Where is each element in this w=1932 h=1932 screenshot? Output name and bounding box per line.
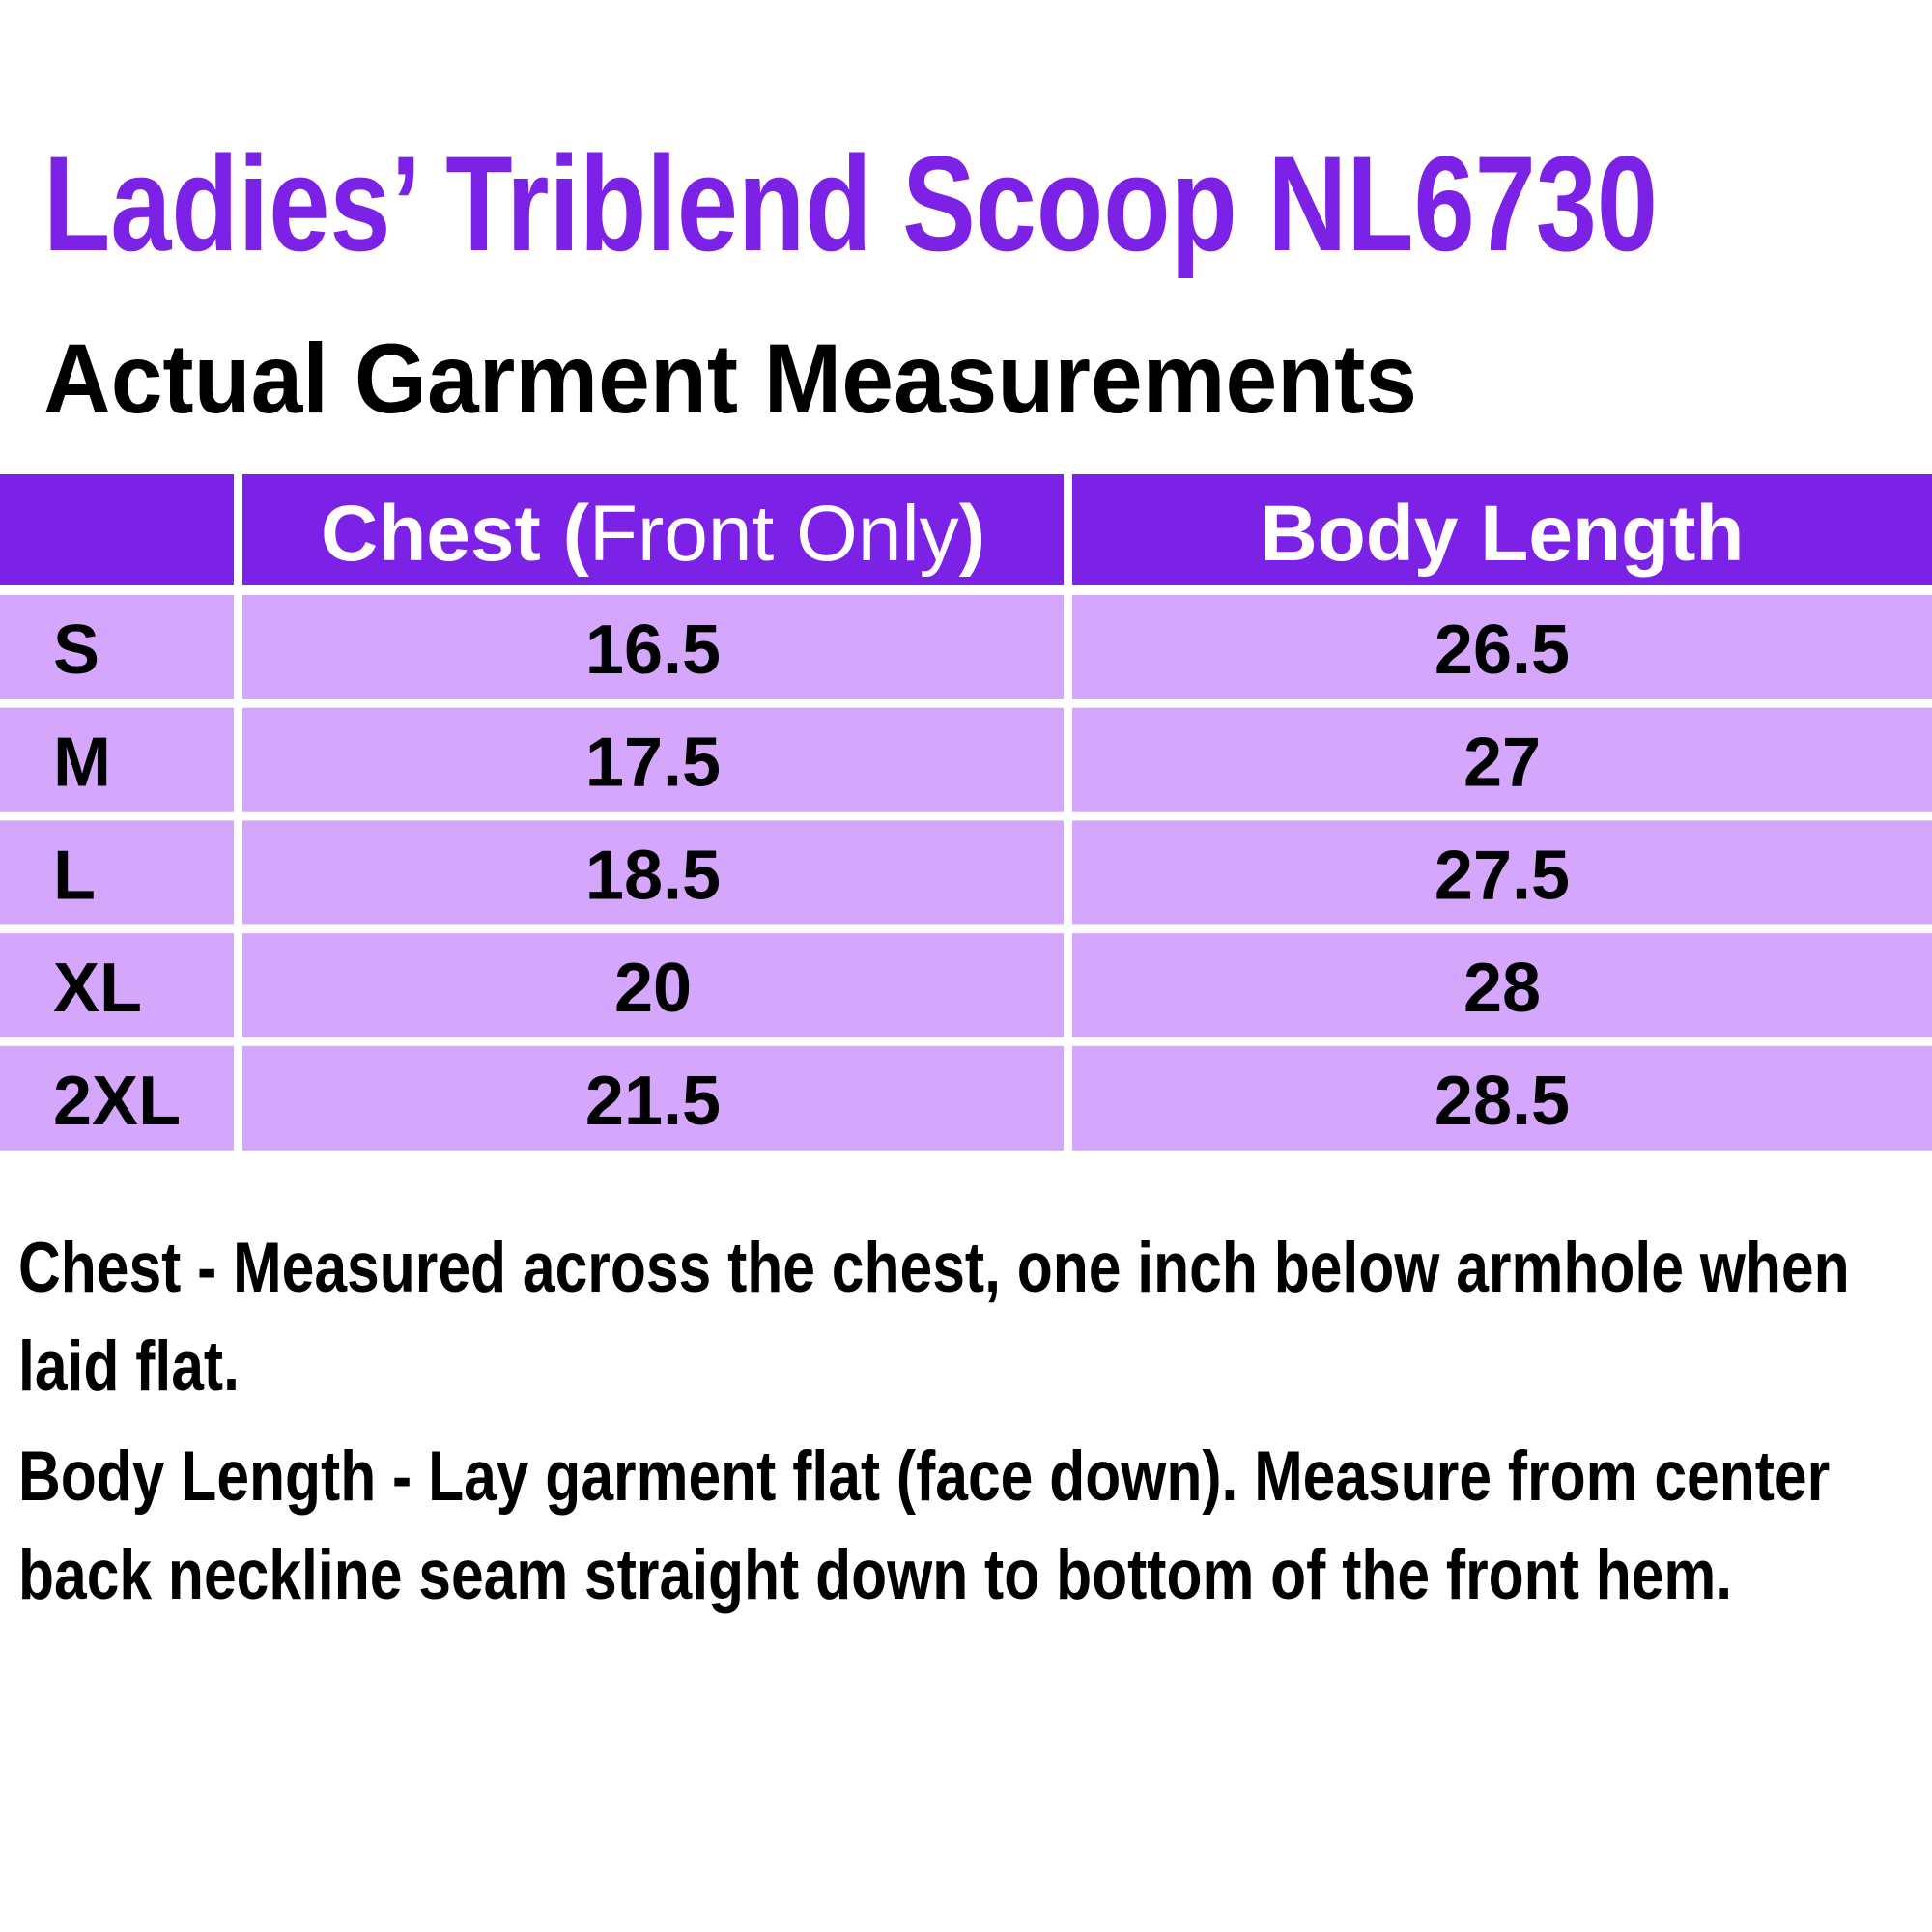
measurement: 27 [1463,724,1541,802]
measurement: 17.5 [585,724,721,802]
table-cell [1072,595,1932,699]
table-cell [242,707,1064,812]
table-cell [1072,933,1932,1038]
subtitle: Actual Garment Measurements [43,324,1417,434]
table-cell [0,595,234,699]
header-cell [0,474,234,585]
table-cell [0,1045,234,1151]
table-cell [242,595,1064,699]
table-cell [0,707,234,812]
measurement: 21.5 [585,1063,721,1140]
table-cell [1072,820,1932,925]
table-cell [242,1045,1064,1151]
table-cell [1072,1045,1932,1151]
title: Ladies’ Triblend Scoop NL6730 [43,128,1658,279]
column-header-part: ) [959,490,985,578]
column-header-part: Front Only [589,490,959,578]
measurement: 16.5 [585,611,721,689]
column-header: Chest (Front Only) [321,490,985,578]
size-label: M [53,724,111,802]
table-cell [0,820,234,925]
measurement: 20 [614,950,692,1027]
note: Chest - Measured across the chest, one i… [18,1229,1850,1406]
measurement: 28.5 [1435,1063,1570,1140]
table-cell [242,820,1064,925]
document: Ladies’ Triblend Scoop NL6730 Actual Gar… [0,128,1932,1151]
notes: Chest - Measured across the chest, one i… [18,1219,1918,1636]
size-label: S [53,611,99,689]
measurement: 18.5 [585,837,721,914]
size-label: XL [53,950,142,1027]
measurement: 26.5 [1435,611,1570,689]
header-cell [1072,474,1932,585]
column-header-part: Chest ( [321,490,590,578]
size-label: L [53,837,96,914]
table-cell [242,933,1064,1038]
measurement: 27.5 [1435,837,1570,914]
measurement: 28 [1463,950,1541,1027]
column-header: Body Length [1260,490,1744,578]
header-cell [242,474,1064,585]
table-cell [0,933,234,1038]
note: Body Length - Lay garment flat (face dow… [18,1437,1831,1614]
size-label: 2XL [53,1063,181,1140]
table-cell [1072,707,1932,812]
